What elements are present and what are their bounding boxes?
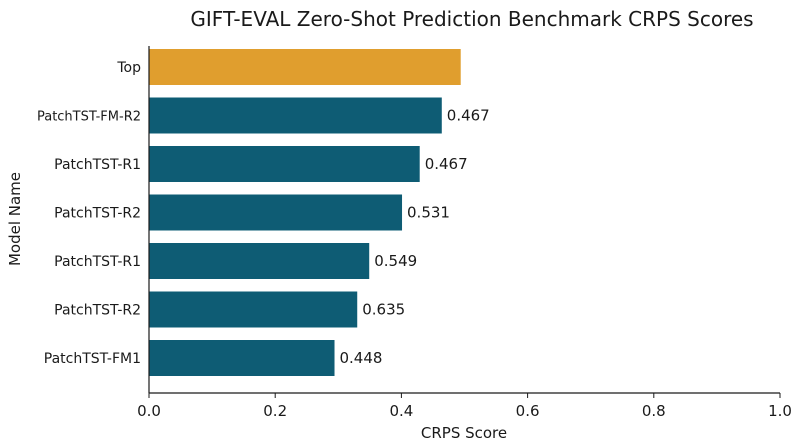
category-label-4: PatchTST-R1	[54, 254, 141, 270]
category-label-1: PatchTST-FM-R2	[37, 110, 141, 125]
data-label-6: 0.448	[340, 349, 383, 367]
data-label-2: 0.467	[425, 155, 468, 173]
bar-2	[149, 146, 420, 182]
bars-group	[149, 49, 461, 376]
x-tick-label-5: 1.0	[768, 402, 792, 420]
category-label-2: PatchTST-R1	[54, 157, 141, 173]
bar-0	[149, 49, 461, 85]
bar-5	[149, 291, 358, 328]
x-axis-label: CRPS Score	[421, 424, 507, 442]
category-label-6: PatchTST-FM1	[44, 351, 141, 367]
x-ticks: 0.0 0.2 0.4 0.6 0.8 1.0	[137, 393, 792, 420]
chart-title: GIFT-EVAL Zero-Shot Prediction Benchmark…	[190, 7, 753, 31]
x-tick-label-4: 0.8	[642, 402, 666, 420]
bar-1	[149, 97, 442, 134]
category-label-3: PatchTST-R2	[54, 206, 141, 222]
bar-3	[149, 194, 403, 231]
category-label-5: PatchTST-R2	[54, 303, 141, 319]
x-tick-label-2: 0.4	[389, 402, 413, 420]
x-tick-label-1: 0.2	[263, 402, 287, 420]
category-label-0: Top	[116, 60, 141, 76]
data-label-5: 0.635	[362, 301, 405, 319]
category-labels: Top PatchTST-FM-R2 PatchTST-R1 PatchTST-R2 P…	[37, 60, 141, 367]
data-label-3: 0.531	[407, 204, 450, 222]
data-label-4: 0.549	[374, 252, 417, 270]
y-axis-label: Model Name	[6, 172, 24, 266]
data-labels: 0.467 0.467 0.531 0.549 0.635 0.448	[340, 107, 490, 368]
bar-6	[149, 340, 335, 376]
x-tick-label-0: 0.0	[137, 402, 161, 420]
x-tick-label-3: 0.6	[516, 402, 540, 420]
data-label-1: 0.467	[447, 107, 490, 125]
bar-4	[149, 243, 370, 279]
